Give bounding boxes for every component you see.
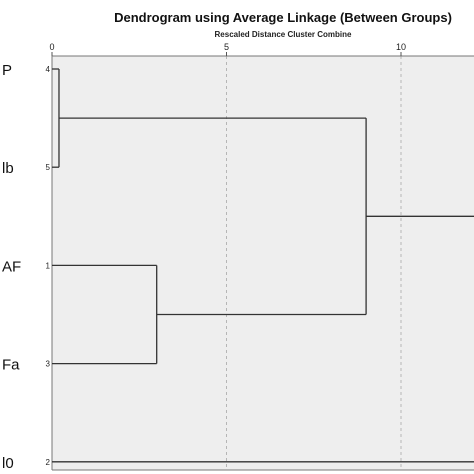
leaf-number-2: 2 — [46, 458, 51, 467]
leaf-number-3: 3 — [46, 360, 51, 369]
chart-title: Dendrogram using Average Linkage (Betwee… — [114, 10, 452, 25]
leaf-label-5: lb — [2, 160, 14, 177]
leaf-number-5: 5 — [46, 163, 51, 172]
leaf-number-1: 1 — [46, 261, 51, 270]
plot-background — [52, 56, 474, 470]
leaf-label-2: l0 — [2, 455, 14, 472]
x-tick-label-0: 0 — [49, 42, 54, 52]
chart-subtitle: Rescaled Distance Cluster Combine — [215, 30, 352, 39]
leaf-number-4: 4 — [46, 65, 51, 74]
leaf-label-4: P — [2, 62, 12, 79]
x-tick-label-10: 10 — [396, 42, 406, 52]
plot-area: 051015204P5lb1AF3Fa2l0 — [2, 42, 474, 472]
leaf-label-3: Fa — [2, 357, 20, 374]
x-tick-label-5: 5 — [224, 42, 229, 52]
leaf-label-1: AF — [2, 258, 21, 275]
